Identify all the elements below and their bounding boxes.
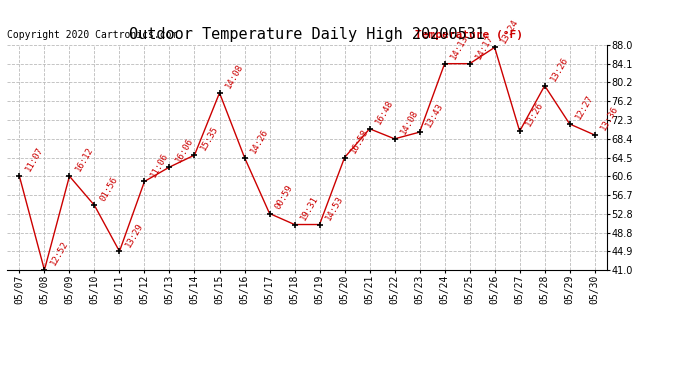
Text: 13:36: 13:36 — [599, 105, 620, 132]
Text: 12:27: 12:27 — [574, 93, 595, 121]
Text: 00:59: 00:59 — [274, 183, 295, 211]
Text: 16:58: 16:58 — [348, 127, 370, 155]
Text: 14:17: 14:17 — [474, 33, 495, 61]
Text: 13:24: 13:24 — [499, 17, 520, 45]
Text: 19:31: 19:31 — [299, 194, 320, 222]
Text: 14:26: 14:26 — [248, 127, 270, 155]
Text: 01:56: 01:56 — [99, 175, 120, 202]
Text: 14:08: 14:08 — [399, 108, 420, 136]
Text: 16:12: 16:12 — [74, 146, 95, 173]
Text: 13:26: 13:26 — [549, 55, 570, 83]
Text: 14:08: 14:08 — [224, 62, 245, 90]
Text: Temperature (°F): Temperature (°F) — [415, 30, 523, 40]
Text: 11:06: 11:06 — [148, 151, 170, 178]
Text: 12:52: 12:52 — [48, 240, 70, 267]
Text: 11:07: 11:07 — [23, 146, 45, 173]
Text: 15:35: 15:35 — [199, 124, 220, 152]
Text: 16:06: 16:06 — [174, 136, 195, 164]
Title: Outdoor Temperature Daily High 20200531: Outdoor Temperature Daily High 20200531 — [129, 27, 485, 42]
Text: 16:48: 16:48 — [374, 98, 395, 126]
Text: 14:53: 14:53 — [324, 194, 345, 222]
Text: 13:26: 13:26 — [524, 100, 545, 128]
Text: 13:29: 13:29 — [124, 221, 145, 249]
Text: 14:13: 14:13 — [448, 33, 470, 61]
Text: Copyright 2020 Cartronics.com: Copyright 2020 Cartronics.com — [7, 30, 177, 40]
Text: 13:43: 13:43 — [424, 102, 445, 129]
